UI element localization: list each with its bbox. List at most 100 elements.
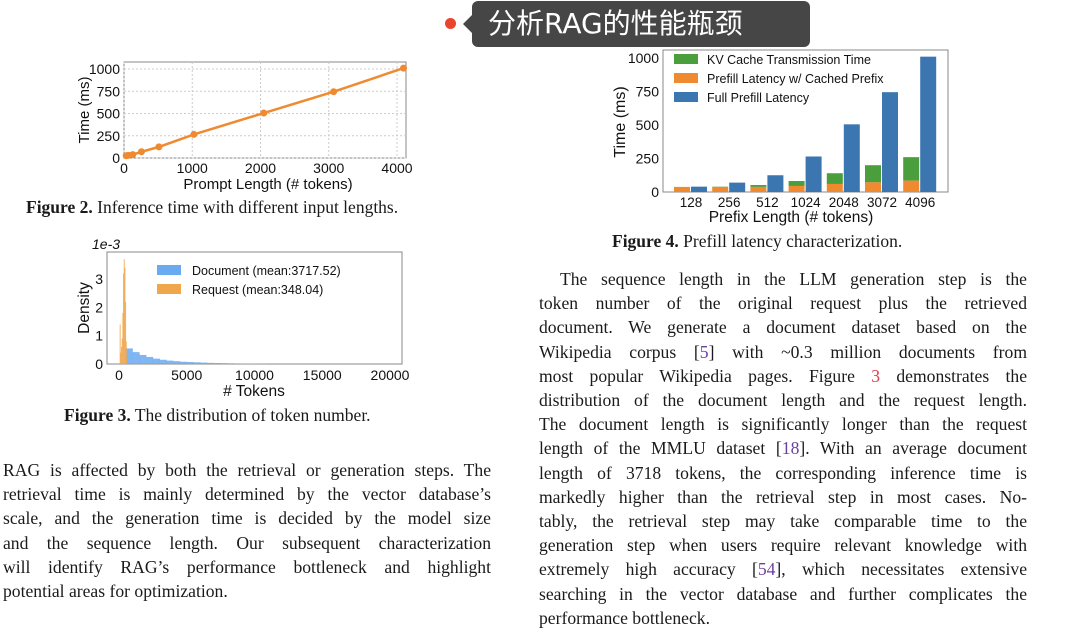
y-tick-label: 1000 [628, 50, 659, 66]
y-tick-label: 250 [97, 128, 121, 144]
bar-kv-cache [750, 185, 767, 187]
data-point [137, 148, 145, 156]
histogram-bar [124, 267, 126, 364]
histogram-bar [213, 363, 221, 364]
histogram-bar [234, 363, 242, 364]
text-line: markedly higher than the retrieval step … [539, 486, 1027, 507]
legend-label: KV Cache Transmission Time [707, 53, 871, 67]
annotation-marker-icon[interactable] [445, 18, 456, 29]
y-tick-label: 750 [97, 83, 121, 99]
text-line: potential areas for optimization. [3, 581, 228, 601]
figure-3-caption: Figure 3. The distribution of token numb… [64, 405, 371, 426]
text-line: length of the MMLU dataset [18]. With an… [539, 438, 1027, 459]
text-line: The document length is significantly lon… [539, 414, 1027, 435]
bar-kv-cache [788, 181, 805, 186]
histogram-bar [207, 362, 215, 364]
bar-full-prefill [691, 186, 707, 192]
x-tick-label: 3000 [313, 160, 344, 176]
bar-full-prefill [767, 175, 784, 192]
histogram-bar [121, 338, 123, 364]
x-tick-label: 20000 [371, 367, 410, 383]
histogram-bar [123, 259, 125, 364]
x-tick-label: 5000 [171, 367, 202, 383]
plot-frame [662, 49, 949, 193]
x-tick-label: 256 [718, 195, 741, 210]
bar-full-prefill [805, 156, 822, 192]
histogram-bar [186, 362, 194, 364]
data-point [330, 88, 338, 96]
y-tick-label: 500 [636, 117, 660, 133]
bar-cached-prefix [788, 185, 805, 192]
x-axis-label: Prompt Length (# tokens) [183, 176, 352, 193]
histogram-bar [166, 360, 174, 364]
figure-4-caption-text: Prefill latency characterization. [678, 231, 903, 251]
figure-4-label: Figure 4. [612, 231, 679, 251]
histogram-bar [126, 358, 128, 364]
bar-full-prefill [882, 92, 898, 192]
legend-label: Full Prefill Latency [707, 91, 810, 105]
bar-cached-prefix [903, 180, 920, 192]
histogram-bar [122, 313, 124, 364]
legend-swatch [674, 92, 698, 102]
text-line: searching in the vector database and fur… [539, 583, 1027, 604]
text-line: tably, the retrieval step may take compa… [539, 511, 1027, 531]
legend-swatch [674, 54, 698, 64]
bar-cached-prefix [712, 186, 729, 192]
x-tick-label: 2048 [829, 195, 859, 210]
x-tick-label: 128 [680, 195, 703, 210]
histogram-bar [193, 362, 201, 364]
histogram-bar [125, 348, 133, 364]
data-point [190, 130, 198, 138]
x-tick-label: 0 [115, 367, 123, 383]
bar-full-prefill [843, 124, 860, 192]
histogram-bar [227, 363, 235, 364]
text-line: token number of the original request plu… [539, 293, 1027, 314]
bar-kv-cache [903, 157, 920, 181]
y-axis-label: Time (ms) [612, 86, 629, 157]
y-tick-label: 1000 [89, 61, 120, 77]
bar-full-prefill [729, 182, 746, 192]
histogram-bar [125, 301, 127, 364]
text-line: will identify RAG’s performance bottlene… [3, 556, 491, 577]
x-tick-label: 512 [756, 195, 779, 210]
bar-kv-cache [826, 173, 843, 184]
y-scale-label: 1e-3 [92, 236, 120, 252]
text-line: retrieval time is mainly determined by t… [3, 484, 491, 505]
text-line: RAG is affected by both the retrieval or… [3, 460, 491, 480]
bar-kv-cache [865, 165, 881, 183]
data-point [260, 109, 268, 117]
legend-swatch [157, 284, 181, 294]
histogram-bar [132, 352, 140, 364]
legend-label: Request (mean:348.04) [192, 283, 323, 297]
x-tick-label: 10000 [235, 367, 274, 383]
legend-swatch [674, 73, 698, 83]
figure-2-label: Figure 2. [26, 197, 93, 217]
y-tick-label: 250 [636, 151, 660, 167]
figure-2-caption-text: Inference time with different input leng… [92, 197, 399, 217]
histogram-bar [123, 273, 125, 364]
annotation-tooltip: 分析RAG的性能瓶颈 [463, 1, 810, 47]
x-tick-label: 4000 [381, 160, 412, 176]
text-line: most popular Wikipedia pages. Figure 3 d… [539, 365, 1028, 386]
bar-full-prefill [920, 56, 937, 192]
histogram-bar [220, 363, 228, 364]
text-line: Wikipedia corpus [5] with ~0.3 million d… [539, 341, 1027, 362]
text-line: and the sequence length. Our subsequent … [3, 532, 491, 553]
y-tick-label: 3 [95, 271, 103, 287]
figure-4-caption: Figure 4. Prefill latency characterizati… [612, 231, 902, 252]
histogram-bar [119, 324, 121, 364]
data-point [129, 151, 137, 159]
histogram-bar [159, 359, 167, 364]
x-tick-label: 2000 [245, 160, 276, 176]
text-line: scale, and the generation time is decide… [3, 508, 491, 529]
x-tick-label: 1000 [177, 160, 208, 176]
figure-3-label: Figure 3. [64, 405, 131, 425]
y-tick-label: 0 [112, 150, 120, 166]
x-tick-label: 15000 [303, 367, 342, 383]
y-tick-label: 2 [95, 299, 103, 315]
data-point [155, 143, 163, 151]
bar-cached-prefix [750, 186, 767, 192]
text-line: document. We generate a document dataset… [539, 317, 1027, 338]
legend-label: Document (mean:3717.52) [192, 264, 341, 278]
